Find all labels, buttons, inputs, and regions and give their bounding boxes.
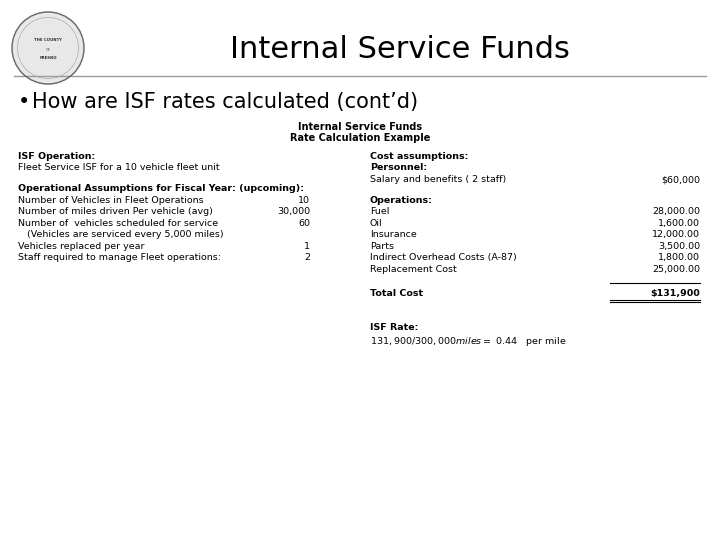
Text: 1,800.00: 1,800.00 xyxy=(658,253,700,262)
Text: Fleet Service ISF for a 10 vehicle fleet unit: Fleet Service ISF for a 10 vehicle fleet… xyxy=(18,164,220,172)
Circle shape xyxy=(12,12,84,84)
Text: Internal Service Funds: Internal Service Funds xyxy=(298,122,422,132)
Text: 25,000.00: 25,000.00 xyxy=(652,265,700,274)
Text: Number of  vehicles scheduled for service: Number of vehicles scheduled for service xyxy=(18,219,218,228)
Text: Rate Calculation Example: Rate Calculation Example xyxy=(290,133,430,143)
Text: 12,000.00: 12,000.00 xyxy=(652,230,700,239)
Text: (Vehicles are serviced every 5,000 miles): (Vehicles are serviced every 5,000 miles… xyxy=(18,230,224,239)
Text: $60,000: $60,000 xyxy=(661,175,700,184)
Text: $131,900/300,000 miles =   $ 0.44   per mile: $131,900/300,000 miles = $ 0.44 per mile xyxy=(370,335,567,348)
Text: Operations:: Operations: xyxy=(370,195,433,205)
Text: Parts: Parts xyxy=(370,242,394,251)
Text: Salary and benefits ( 2 staff): Salary and benefits ( 2 staff) xyxy=(370,175,506,184)
Text: Internal Service Funds: Internal Service Funds xyxy=(230,36,570,64)
Text: Insurance: Insurance xyxy=(370,230,417,239)
Text: ISF Operation:: ISF Operation: xyxy=(18,152,95,161)
Text: Personnel:: Personnel: xyxy=(370,164,427,172)
Text: THE COUNTY: THE COUNTY xyxy=(34,38,62,42)
Text: 2: 2 xyxy=(304,253,310,262)
Text: Fuel: Fuel xyxy=(370,207,390,216)
Text: 1,600.00: 1,600.00 xyxy=(658,219,700,228)
Text: OF: OF xyxy=(45,48,50,52)
Text: 60: 60 xyxy=(298,219,310,228)
Text: 30,000: 30,000 xyxy=(277,207,310,216)
Text: Total Cost: Total Cost xyxy=(370,289,423,298)
Text: FRESNO: FRESNO xyxy=(39,56,57,60)
Text: 10: 10 xyxy=(298,195,310,205)
Text: 28,000.00: 28,000.00 xyxy=(652,207,700,216)
Text: How are ISF rates calculated (cont’d): How are ISF rates calculated (cont’d) xyxy=(32,92,418,112)
Text: Replacement Cost: Replacement Cost xyxy=(370,265,456,274)
Text: Number of Vehicles in Fleet Operations: Number of Vehicles in Fleet Operations xyxy=(18,195,204,205)
Text: •: • xyxy=(18,92,30,112)
Text: ISF Rate:: ISF Rate: xyxy=(370,323,418,332)
Text: Indirect Overhead Costs (A-87): Indirect Overhead Costs (A-87) xyxy=(370,253,517,262)
Text: 3,500.00: 3,500.00 xyxy=(658,242,700,251)
Text: Oil: Oil xyxy=(370,219,382,228)
Text: Vehicles replaced per year: Vehicles replaced per year xyxy=(18,242,145,251)
Text: $131,900: $131,900 xyxy=(650,289,700,298)
Text: Number of miles driven Per vehicle (avg): Number of miles driven Per vehicle (avg) xyxy=(18,207,213,216)
Text: 1: 1 xyxy=(304,242,310,251)
Text: Operational Assumptions for Fiscal Year: (upcoming):: Operational Assumptions for Fiscal Year:… xyxy=(18,184,304,193)
Text: Staff required to manage Fleet operations:: Staff required to manage Fleet operation… xyxy=(18,253,221,262)
Text: Cost assumptions:: Cost assumptions: xyxy=(370,152,469,161)
